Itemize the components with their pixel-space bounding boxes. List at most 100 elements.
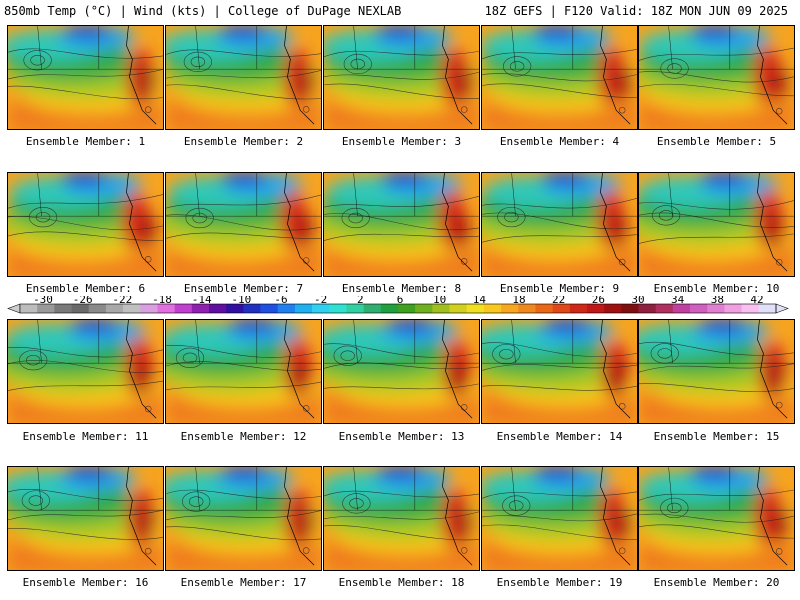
colorbar-swatch xyxy=(741,304,760,313)
colorbar-swatch xyxy=(174,304,193,313)
colorbar-swatch xyxy=(415,304,433,313)
colorbar-tick-label: -30 xyxy=(33,296,53,306)
colorbar: -30 -26 -22 -18 -14 -10 -6 -2 2 6 10 14 18 22 26 30 34 38… xyxy=(7,296,789,314)
ensemble-member-label: Ensemble Member: 19 xyxy=(496,576,623,589)
ensemble-member-map xyxy=(165,466,322,571)
ensemble-member-label: Ensemble Member: 6 xyxy=(25,282,146,295)
ensemble-member-label: Ensemble Member: 3 xyxy=(341,135,462,148)
colorbar-tick-label: 18 xyxy=(512,296,525,306)
colorbar-swatch xyxy=(140,304,158,313)
colorbar-swatch xyxy=(243,304,261,313)
ensemble-member-map xyxy=(7,466,164,571)
ensemble-member-map xyxy=(323,25,480,130)
colorbar-swatch xyxy=(157,304,175,313)
colorbar-swatch xyxy=(260,304,279,313)
ensemble-member-map xyxy=(165,319,322,424)
colorbar-swatch xyxy=(380,304,399,313)
colorbar-swatch xyxy=(363,304,382,313)
ensemble-member-label: Ensemble Member: 17 xyxy=(180,576,307,589)
ensemble-member-map xyxy=(638,172,795,277)
ensemble-member-map xyxy=(323,319,480,424)
header-right-title: 18Z GEFS | F120 Valid: 18Z MON JUN 09 20… xyxy=(484,4,788,18)
ensemble-member-label: Ensemble Member: 5 xyxy=(656,135,777,148)
colorbar-swatch xyxy=(449,304,468,313)
ensemble-member-map xyxy=(481,25,638,130)
colorbar-swatch xyxy=(209,304,227,313)
colorbar-swatch xyxy=(20,304,38,313)
colorbar-max-arrow xyxy=(775,303,789,314)
ensemble-member-label: Ensemble Member: 1 xyxy=(25,135,146,148)
colorbar-swatch xyxy=(191,304,210,313)
ensemble-member-label: Ensemble Member: 7 xyxy=(183,282,304,295)
colorbar-swatch xyxy=(655,304,674,313)
colorbar-tick-label: 2 xyxy=(357,296,364,306)
colorbar-tick-label: -22 xyxy=(112,296,132,306)
colorbar-swatch xyxy=(54,304,72,313)
colorbar-tick-label: 38 xyxy=(711,296,724,306)
ensemble-member-label: Ensemble Member: 4 xyxy=(499,135,620,148)
colorbar-tick-label: 6 xyxy=(397,296,404,306)
colorbar-swatch xyxy=(37,304,55,313)
colorbar-tick-label: 22 xyxy=(552,296,565,306)
ensemble-member-map xyxy=(323,466,480,571)
colorbar-swatch xyxy=(329,304,347,313)
colorbar-tick-label: 14 xyxy=(473,296,487,306)
ensemble-member-label: Ensemble Member: 12 xyxy=(180,430,307,443)
colorbar-swatch xyxy=(621,304,639,313)
colorbar-swatch xyxy=(518,304,536,313)
colorbar-swatch xyxy=(569,304,588,313)
colorbar-tick-label: 34 xyxy=(671,296,685,306)
colorbar-tick-label: 42 xyxy=(750,296,763,306)
colorbar-tick-label: -18 xyxy=(152,296,172,306)
colorbar-tick-label: 30 xyxy=(631,296,644,306)
colorbar-swatch xyxy=(123,304,141,313)
colorbar-swatch xyxy=(535,304,553,313)
colorbar-border xyxy=(19,303,777,314)
ensemble-member-label: Ensemble Member: 9 xyxy=(499,282,620,295)
ensemble-member-label: Ensemble Member: 20 xyxy=(653,576,780,589)
colorbar-tick-label: -6 xyxy=(274,296,287,306)
colorbar-swatch xyxy=(346,304,364,313)
ensemble-member-map xyxy=(638,466,795,571)
ensemble-member-label: Ensemble Member: 10 xyxy=(653,282,780,295)
ensemble-member-label: Ensemble Member: 18 xyxy=(338,576,465,589)
colorbar-swatch xyxy=(88,304,107,313)
colorbar-swatch xyxy=(105,304,124,313)
colorbar-tick-label: -2 xyxy=(314,296,327,306)
colorbar-swatch xyxy=(466,304,485,313)
colorbar-swatch xyxy=(294,304,313,313)
ensemble-member-label: Ensemble Member: 2 xyxy=(183,135,304,148)
ensemble-member-map xyxy=(481,319,638,424)
colorbar-swatch xyxy=(724,304,742,313)
colorbar-tick-label: -14 xyxy=(192,296,212,306)
colorbar-swatch xyxy=(312,304,330,313)
colorbar-swatch xyxy=(226,304,244,313)
ensemble-member-map xyxy=(7,25,164,130)
colorbar-swatch xyxy=(707,304,725,313)
ensemble-member-map xyxy=(7,172,164,277)
ensemble-member-map xyxy=(165,172,322,277)
colorbar-swatch xyxy=(501,304,519,313)
ensemble-member-label: Ensemble Member: 16 xyxy=(22,576,149,589)
colorbar-tick-label: 10 xyxy=(433,296,446,306)
ensemble-member-map xyxy=(165,25,322,130)
colorbar-swatch xyxy=(672,304,691,313)
ensemble-member-map xyxy=(7,319,164,424)
ensemble-member-label: Ensemble Member: 8 xyxy=(341,282,462,295)
ensemble-member-map xyxy=(638,319,795,424)
colorbar-tick-label: -26 xyxy=(73,296,93,306)
colorbar-swatch xyxy=(690,304,708,313)
colorbar-swatch xyxy=(398,304,416,313)
ensemble-member-map xyxy=(638,25,795,130)
ensemble-member-label: Ensemble Member: 14 xyxy=(496,430,623,443)
ensemble-member-label: Ensemble Member: 11 xyxy=(22,430,149,443)
colorbar-swatch xyxy=(483,304,502,313)
colorbar-swatch xyxy=(432,304,450,313)
colorbar-swatch xyxy=(587,304,605,313)
colorbar-swatch xyxy=(71,304,90,313)
colorbar-swatch xyxy=(758,304,777,313)
colorbar-swatch xyxy=(604,304,622,313)
ensemble-member-label: Ensemble Member: 15 xyxy=(653,430,780,443)
colorbar-tick-label: -10 xyxy=(231,296,251,306)
ensemble-member-map xyxy=(323,172,480,277)
